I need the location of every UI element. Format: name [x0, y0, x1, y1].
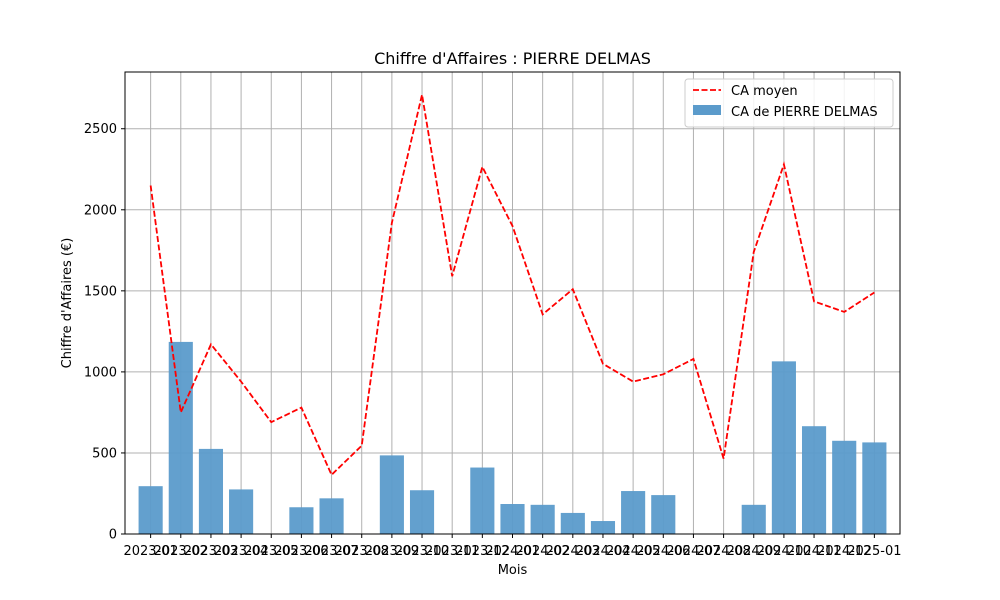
chart-title: Chiffre d'Affaires : PIERRE DELMAS	[374, 49, 651, 68]
line-series	[149, 94, 875, 477]
bar	[138, 486, 163, 534]
bar	[198, 448, 224, 534]
x-tick-label: 2023-01	[123, 544, 177, 559]
bar-series	[138, 341, 887, 534]
y-axis-title: Chiffre d'Affaires (€)	[60, 238, 75, 369]
x-tick-label: 2024-10	[757, 544, 811, 559]
x-tick-label: 2023-02	[154, 544, 208, 559]
bar	[289, 507, 314, 534]
bar	[229, 489, 254, 534]
x-tick-label: 2024-09	[727, 544, 781, 559]
bar	[741, 504, 766, 534]
x-tick-label: 2023-09	[365, 544, 419, 559]
x-axis: 2023-012023-022023-032023-042023-052023-…	[123, 534, 902, 559]
x-tick-label: 2024-01	[485, 544, 539, 559]
x-tick-label: 2024-07	[666, 544, 720, 559]
y-tick-label: 500	[92, 446, 117, 461]
bar	[560, 512, 585, 534]
x-tick-label: 2023-07	[304, 544, 358, 559]
x-tick-label: 2023-04	[214, 544, 268, 559]
x-tick-label: 2024-11	[787, 544, 841, 559]
bar	[319, 498, 344, 534]
y-tick-label: 1000	[84, 365, 117, 380]
y-axis: 0 500 1000 1500 2000 2500	[84, 122, 125, 543]
bar	[771, 361, 796, 534]
bar	[379, 455, 404, 534]
x-tick-label: 2023-10	[395, 544, 449, 559]
bar	[470, 467, 495, 534]
legend-box	[684, 78, 894, 128]
y-tick-label: 1500	[84, 284, 117, 299]
x-tick-label: 2024-08	[696, 544, 750, 559]
y-tick-label: 2000	[84, 203, 117, 218]
y-tick-label: 0	[109, 528, 117, 543]
x-tick-label: 2025-01	[847, 544, 901, 559]
bar	[621, 491, 646, 534]
x-tick-label: 2024-12	[817, 544, 871, 559]
legend: CA moyen CA de PIERRE DELMAS	[684, 78, 894, 128]
x-tick-label: 2024-05	[606, 544, 660, 559]
x-tick-label: 2023-05	[244, 544, 298, 559]
x-tick-label: 2024-04	[576, 544, 630, 559]
average-line	[149, 94, 875, 477]
x-tick-label: 2023-11	[425, 544, 479, 559]
bar	[409, 490, 435, 534]
bar	[168, 341, 193, 534]
x-axis-title: Mois	[498, 563, 528, 578]
x-tick-label: 2024-02	[515, 544, 569, 559]
bar	[500, 504, 525, 534]
x-tick-label: 2023-06	[274, 544, 328, 559]
bar	[590, 521, 616, 534]
bar	[530, 504, 555, 534]
legend-label-bar: CA de PIERRE DELMAS	[731, 105, 878, 120]
x-tick-label: 2023-03	[184, 544, 238, 559]
bar	[832, 440, 857, 534]
x-tick-label: 2024-03	[546, 544, 600, 559]
bar	[651, 495, 676, 534]
y-tick-label: 2500	[84, 122, 117, 137]
x-tick-label: 2023-12	[455, 544, 509, 559]
bar	[862, 442, 887, 534]
legend-label-line: CA moyen	[731, 84, 798, 99]
legend-swatch-bar	[693, 105, 721, 115]
x-tick-label: 2023-08	[335, 544, 389, 559]
x-tick-label: 2024-06	[636, 544, 690, 559]
bar	[801, 426, 827, 534]
